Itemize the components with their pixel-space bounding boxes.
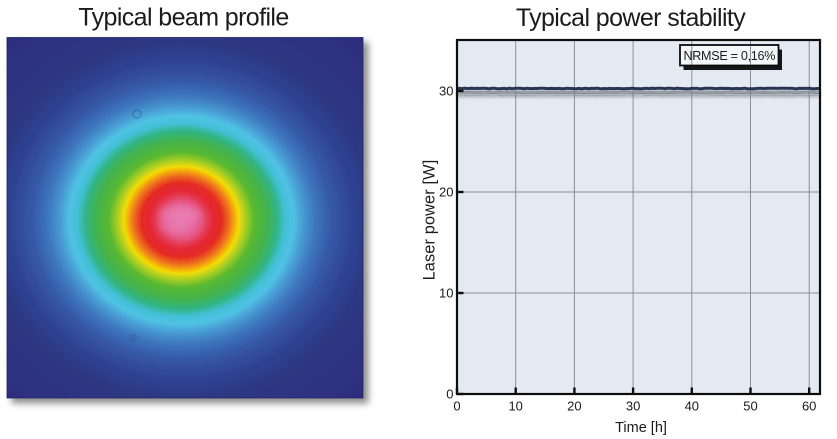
svg-text:NRMSE = 0,16%: NRMSE = 0,16% — [683, 49, 775, 63]
svg-text:20: 20 — [567, 399, 581, 414]
svg-text:40: 40 — [685, 399, 699, 414]
svg-text:Laser power [W]: Laser power [W] — [420, 160, 438, 281]
svg-text:30: 30 — [626, 399, 640, 414]
svg-text:Typical beam profile: Typical beam profile — [78, 3, 288, 31]
svg-text:30: 30 — [439, 84, 453, 99]
svg-text:Time [h]: Time [h] — [615, 420, 667, 436]
svg-text:0: 0 — [453, 399, 460, 414]
svg-text:Typical power stability: Typical power stability — [516, 4, 746, 32]
svg-text:20: 20 — [439, 185, 453, 200]
svg-text:0: 0 — [446, 387, 453, 402]
svg-text:60: 60 — [802, 399, 816, 414]
svg-text:10: 10 — [439, 286, 453, 301]
svg-text:10: 10 — [508, 399, 522, 414]
svg-text:50: 50 — [743, 399, 757, 414]
